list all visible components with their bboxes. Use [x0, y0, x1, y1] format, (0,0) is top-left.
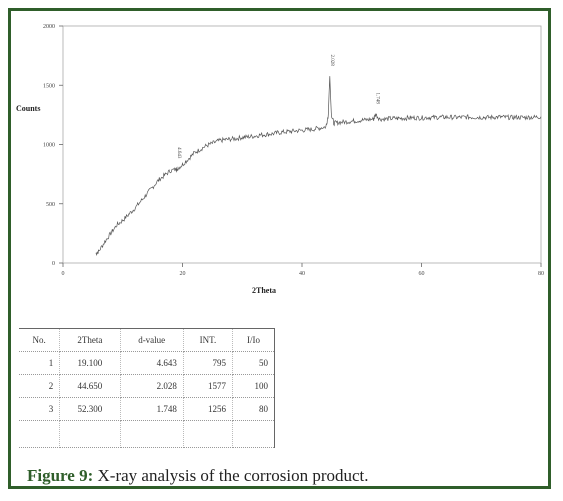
- y-tick-label: 1500: [43, 83, 55, 89]
- col-header-int: INT.: [183, 328, 233, 352]
- figure-caption: Figure 9: X-ray analysis of the corrosio…: [27, 466, 369, 486]
- table-row-empty: [19, 420, 276, 448]
- cell-d-value: 2.028: [120, 374, 184, 398]
- x-tick-label: 20: [180, 271, 186, 277]
- x-tick-label: 40: [299, 271, 305, 277]
- y-axis-label: Counts: [16, 104, 40, 113]
- cell-int: 795: [183, 351, 233, 375]
- cell-no: 1: [19, 351, 61, 375]
- y-tick-label: 1000: [43, 143, 55, 149]
- cell-i-io: 50: [232, 351, 276, 375]
- y-tick-label: 2000: [43, 24, 55, 30]
- cell-2theta: 19.100: [59, 351, 121, 375]
- plot-frame: [62, 25, 542, 264]
- cell-2theta: 44.650: [59, 374, 121, 398]
- figure-caption-text: X-ray analysis of the corrosion product.: [93, 466, 369, 485]
- xrd-chart: 0 500 1000 1500 2000 0 20 40 60 80 Counts 2Theta 4.6…: [11, 11, 548, 323]
- cell-int: 1577: [183, 374, 233, 398]
- x-tick-label: 60: [419, 271, 425, 277]
- peak-label: 1.748: [374, 93, 379, 105]
- peak-table-header-row: No. 2Theta d-value INT. I/Io: [19, 328, 276, 352]
- series-line: [95, 76, 542, 257]
- cell-no: 2: [19, 374, 61, 398]
- peak-table: No. 2Theta d-value INT. I/Io 1 19.100 4.…: [19, 328, 276, 448]
- cell-int: 1256: [183, 397, 233, 421]
- cell-i-io: 80: [232, 397, 276, 421]
- col-header-d-value: d-value: [120, 328, 184, 352]
- col-header-i-io: I/Io: [232, 328, 276, 352]
- figure-frame: 0 500 1000 1500 2000 0 20 40 60 80 Counts 2Theta 4.6…: [8, 8, 551, 489]
- cell-d-value: 4.643: [120, 351, 184, 375]
- table-row: 1 19.100 4.643 795 50: [19, 351, 276, 375]
- cell-i-io: 100: [232, 374, 276, 398]
- xrd-chart-svg: 0 500 1000 1500 2000 0 20 40 60 80 Counts 2Theta 4.6…: [16, 24, 544, 295]
- x-tick-label: 80: [538, 271, 544, 277]
- col-header-no: No.: [19, 328, 61, 352]
- table-row: 2 44.650 2.028 1577 100: [19, 374, 276, 398]
- cell-2theta: 52.300: [59, 397, 121, 421]
- x-axis-label: 2Theta: [252, 286, 276, 295]
- cell-no: 3: [19, 397, 61, 421]
- peak-label: 4.643: [176, 147, 181, 159]
- figure-label: Figure 9:: [27, 466, 94, 485]
- x-tick-label: 0: [62, 271, 65, 277]
- col-header-2theta: 2Theta: [59, 328, 121, 352]
- y-tick-label: 0: [52, 261, 55, 267]
- cell-d-value: 1.748: [120, 397, 184, 421]
- peak-label: 2.028: [329, 55, 334, 67]
- y-tick-label: 500: [46, 202, 55, 208]
- table-row: 3 52.300 1.748 1256 80: [19, 397, 276, 421]
